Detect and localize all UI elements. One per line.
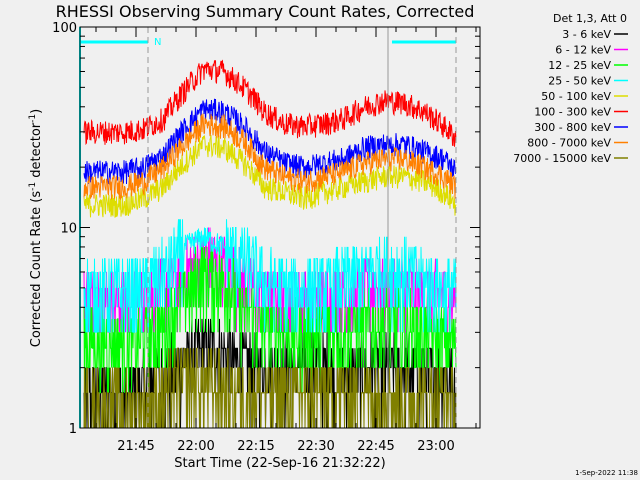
legend-label: 800 - 7000 keV — [527, 137, 611, 150]
y-tick-label: 1 — [69, 422, 77, 437]
x-tick-label: 22:15 — [237, 439, 274, 454]
series-line-5 — [83, 59, 457, 147]
x-tick-label: 21:45 — [117, 439, 154, 454]
data-layer — [83, 59, 457, 429]
y-label-sup1: -1 — [28, 182, 38, 191]
legend-label: 7000 - 15000 keV — [513, 152, 611, 165]
series-line-4 — [83, 134, 457, 218]
legend-title: Det 1,3, Att 0 — [553, 12, 627, 25]
legend-label: 100 - 300 keV — [534, 106, 611, 119]
y-label-sup2: -1 — [28, 114, 38, 123]
y-label-main: Corrected Count Rate (s — [29, 191, 44, 348]
night-label: N — [154, 37, 161, 48]
legend: 3 - 6 keV 6 - 12 keV 12 - 25 keV 25 - 50 ke… — [513, 28, 628, 165]
legend-label: 12 - 25 keV — [548, 59, 611, 72]
legend-label: 25 - 50 keV — [548, 75, 611, 88]
series-line-2 — [83, 246, 457, 394]
y-tick-label: 100 — [52, 21, 77, 36]
legend-label: 300 - 800 keV — [534, 121, 611, 134]
y-axis-label: Corrected Count Rate (s-1 detector-1) — [28, 109, 44, 347]
chart-title: RHESSI Observing Summary Count Rates, Co… — [56, 2, 475, 21]
y-tick-label: 10 — [60, 222, 77, 237]
x-tick-label: 23:00 — [417, 439, 454, 454]
series-line-7 — [83, 113, 457, 200]
series-line-3 — [83, 219, 457, 333]
legend-label: 3 - 6 keV — [562, 28, 611, 41]
legend-label: 50 - 100 keV — [541, 90, 611, 103]
legend-label: 6 - 12 keV — [555, 44, 611, 57]
axis-layer: 1 10 100 21:45 22:00 22:15 22:30 22:45 23:00 — [52, 21, 480, 454]
y-label-mid: detector — [29, 122, 44, 182]
footer-timestamp: 1-Sep-2022 11:38 — [575, 469, 638, 477]
x-axis-label: Start Time (22-Sep-16 21:32:22) — [174, 456, 385, 471]
x-tick-label: 22:30 — [297, 439, 334, 454]
y-label-end: ) — [29, 109, 44, 114]
x-tick-label: 22:45 — [357, 439, 394, 454]
x-tick-label: 22:00 — [177, 439, 214, 454]
